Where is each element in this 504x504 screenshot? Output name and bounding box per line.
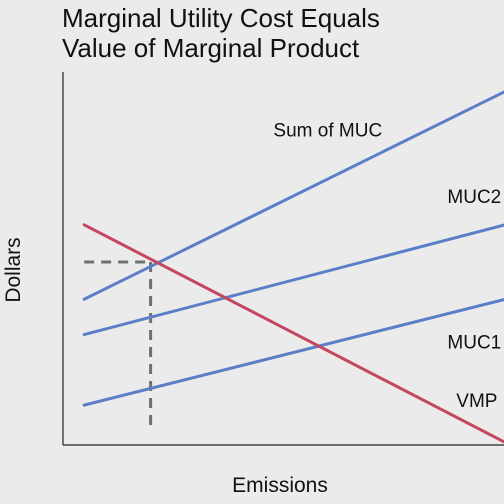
muc1-line: [82, 297, 504, 407]
series-label-vmp: VMP: [456, 391, 497, 412]
chart-title: Marginal Utility Cost Equals Value of Ma…: [62, 3, 380, 63]
x-axis-label: Emissions: [232, 474, 328, 497]
series-label-muc2: MUC2: [447, 187, 501, 208]
series-label-sum-of-muc: Sum of MUC: [273, 121, 382, 142]
muc2-line: [82, 223, 504, 337]
sum-of-muc-line: [82, 90, 504, 301]
vmp-line: [82, 223, 504, 444]
chart-title-line-1: Marginal Utility Cost Equals: [62, 3, 380, 33]
chart-title-line-2: Value of Marginal Product: [62, 33, 360, 63]
series-label-muc1: MUC1: [447, 332, 501, 353]
